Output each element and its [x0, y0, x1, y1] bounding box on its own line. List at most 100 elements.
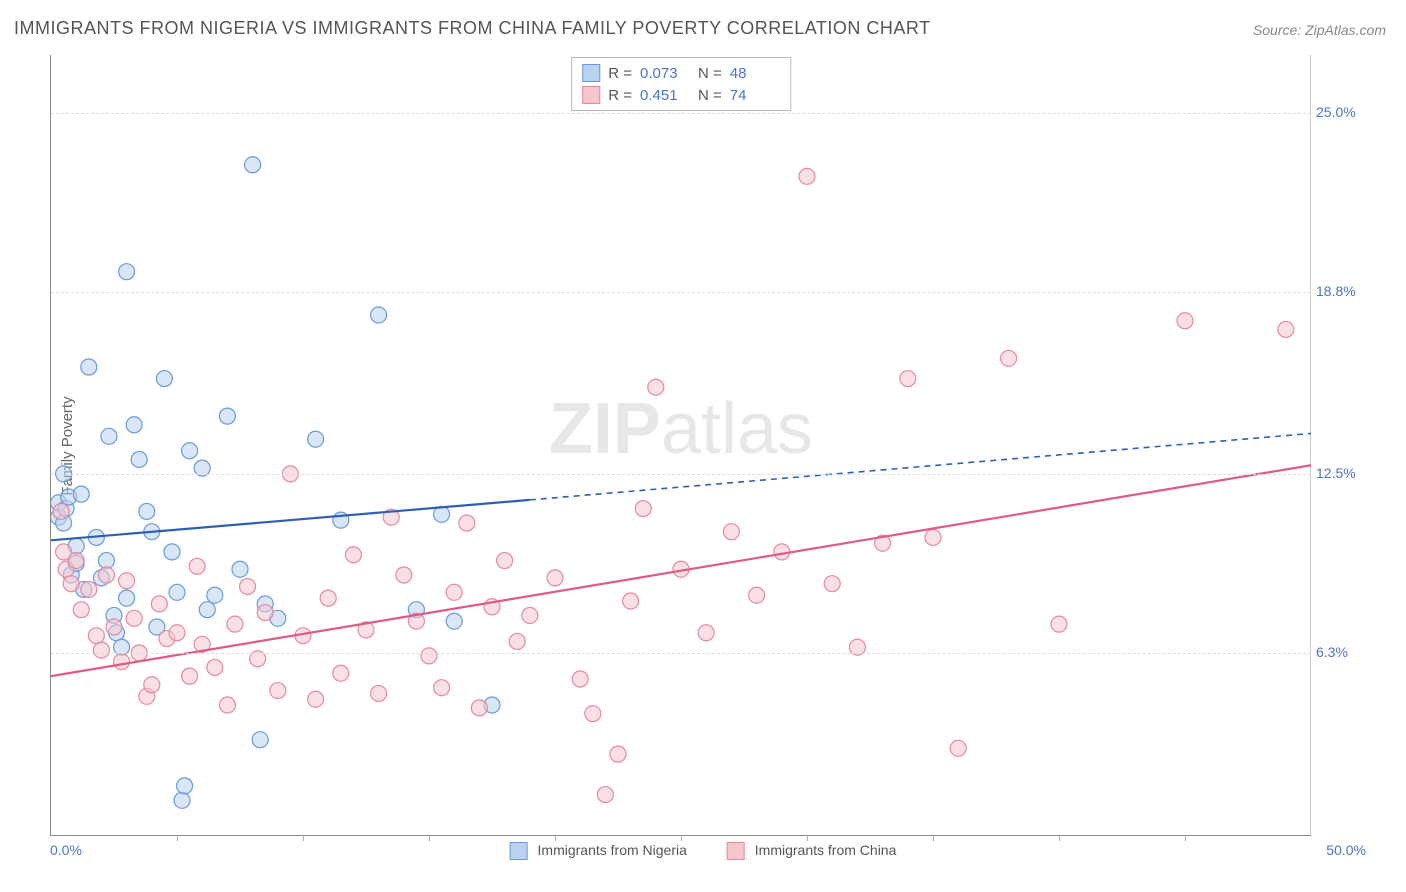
point-china	[333, 665, 349, 681]
x-tick	[1185, 835, 1186, 841]
stats-row-china: R = 0.451 N = 74	[582, 84, 780, 106]
y-tick-label: 6.3%	[1316, 644, 1371, 660]
point-china	[925, 529, 941, 545]
point-china	[53, 503, 69, 519]
point-china	[68, 553, 84, 569]
point-nigeria	[126, 417, 142, 433]
point-china	[88, 628, 104, 644]
point-china	[1001, 350, 1017, 366]
point-china	[189, 558, 205, 574]
stats-r-label-china: R =	[608, 87, 632, 104]
point-china	[635, 501, 651, 517]
grid-line	[51, 292, 1311, 293]
x-tick	[1059, 835, 1060, 841]
point-china	[119, 573, 135, 589]
point-nigeria	[232, 561, 248, 577]
point-nigeria	[308, 431, 324, 447]
point-china	[824, 576, 840, 592]
point-china	[1051, 616, 1067, 632]
point-china	[144, 677, 160, 693]
point-nigeria	[101, 428, 117, 444]
x-axis-max-label: 50.0%	[1326, 842, 1366, 858]
point-china	[257, 605, 273, 621]
stats-row-nigeria: R = 0.073 N = 48	[582, 62, 780, 84]
point-china	[648, 379, 664, 395]
point-china	[270, 683, 286, 699]
legend-item-nigeria: Immigrants from Nigeria	[510, 842, 687, 860]
stats-n-label-nigeria: N =	[698, 65, 722, 82]
point-nigeria	[139, 503, 155, 519]
grid-line	[51, 653, 1311, 654]
point-china	[63, 576, 79, 592]
point-nigeria	[119, 590, 135, 606]
point-china	[126, 610, 142, 626]
point-china	[151, 596, 167, 612]
chart-title: IMMIGRANTS FROM NIGERIA VS IMMIGRANTS FR…	[14, 18, 931, 39]
legend-swatch-china	[727, 842, 745, 860]
stats-n-value-nigeria: 48	[730, 65, 780, 82]
trend-line-nigeria	[51, 500, 530, 540]
point-china	[698, 625, 714, 641]
y-tick-label: 18.8%	[1316, 283, 1371, 299]
point-nigeria	[164, 544, 180, 560]
point-nigeria	[81, 359, 97, 375]
point-china	[623, 593, 639, 609]
legend-bottom: Immigrants from Nigeria Immigrants from …	[510, 842, 897, 860]
point-china	[345, 547, 361, 563]
stats-r-value-nigeria: 0.073	[640, 65, 690, 82]
grid-line	[51, 113, 1311, 114]
point-nigeria	[219, 408, 235, 424]
point-nigeria	[119, 264, 135, 280]
point-china	[81, 581, 97, 597]
x-axis-min-label: 0.0%	[50, 842, 82, 858]
point-china	[371, 685, 387, 701]
point-nigeria	[245, 157, 261, 173]
stats-box: R = 0.073 N = 48 R = 0.451 N = 74	[571, 57, 791, 111]
point-china	[950, 740, 966, 756]
y-tick-label: 12.5%	[1316, 465, 1371, 481]
point-nigeria	[199, 602, 215, 618]
point-nigeria	[156, 371, 172, 387]
point-nigeria	[446, 613, 462, 629]
legend-label-nigeria: Immigrants from Nigeria	[538, 842, 687, 858]
plot-svg	[51, 55, 1311, 835]
point-china	[434, 680, 450, 696]
point-china	[73, 602, 89, 618]
point-nigeria	[131, 451, 147, 467]
legend-label-china: Immigrants from China	[755, 842, 897, 858]
point-china	[497, 553, 513, 569]
point-china	[749, 587, 765, 603]
stats-swatch-china	[582, 86, 600, 104]
point-china	[900, 371, 916, 387]
stats-n-label-china: N =	[698, 87, 722, 104]
x-tick	[807, 835, 808, 841]
point-china	[446, 584, 462, 600]
point-china	[421, 648, 437, 664]
point-china	[459, 515, 475, 531]
point-china	[572, 671, 588, 687]
point-china	[522, 607, 538, 623]
x-tick	[555, 835, 556, 841]
stats-n-value-china: 74	[730, 87, 780, 104]
point-nigeria	[98, 553, 114, 569]
point-nigeria	[371, 307, 387, 323]
point-china	[227, 616, 243, 632]
y-tick-label: 25.0%	[1316, 104, 1371, 120]
chart-container: IMMIGRANTS FROM NIGERIA VS IMMIGRANTS FR…	[0, 0, 1406, 892]
point-china	[1278, 321, 1294, 337]
stats-r-value-china: 0.451	[640, 87, 690, 104]
point-china	[723, 524, 739, 540]
plot-area: ZIPatlas R = 0.073 N = 48 R = 0.451 N = …	[50, 55, 1311, 836]
stats-r-label-nigeria: R =	[608, 65, 632, 82]
point-nigeria	[207, 587, 223, 603]
grid-line	[51, 474, 1311, 475]
point-nigeria	[73, 486, 89, 502]
point-china	[98, 567, 114, 583]
point-china	[1177, 313, 1193, 329]
x-tick	[933, 835, 934, 841]
x-tick	[303, 835, 304, 841]
point-china	[471, 700, 487, 716]
point-nigeria	[169, 584, 185, 600]
point-china	[585, 706, 601, 722]
point-nigeria	[252, 732, 268, 748]
